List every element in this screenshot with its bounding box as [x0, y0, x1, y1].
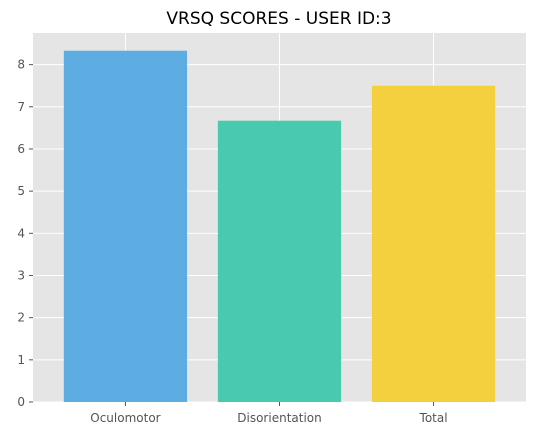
y-tick-label: 0 — [17, 395, 25, 409]
x-tick-label: Total — [419, 411, 448, 425]
bar-oculomotor — [63, 50, 188, 402]
chart-title: VRSQ SCORES - USER ID:3 — [166, 9, 391, 29]
y-tick-label: 1 — [17, 353, 25, 367]
x-tick-label: Oculomotor — [90, 411, 160, 425]
y-tick-label: 2 — [17, 311, 25, 325]
y-tick-label: 8 — [17, 58, 25, 72]
bar-disorientation — [217, 120, 342, 403]
y-axis: 0 1 2 3 4 5 6 7 8 — [17, 58, 33, 409]
x-tick-label: Disorientation — [237, 411, 321, 425]
y-tick-label: 6 — [17, 142, 25, 156]
x-axis: Oculomotor Disorientation Total — [90, 402, 448, 425]
bar-total — [371, 85, 496, 402]
y-tick-label: 4 — [17, 226, 25, 240]
bars — [63, 50, 496, 403]
y-tick-label: 3 — [17, 268, 25, 282]
y-tick-label: 5 — [17, 184, 25, 198]
y-tick-label: 7 — [17, 100, 25, 114]
